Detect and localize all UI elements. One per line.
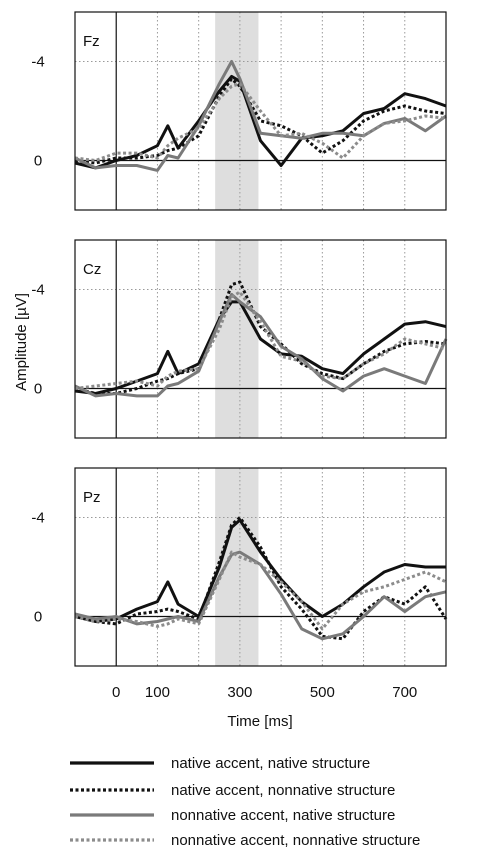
y-tick-label: 0 <box>34 609 42 626</box>
x-tick-label: 0 <box>112 684 120 701</box>
panel-label: Cz <box>83 261 101 278</box>
series-line <box>74 82 447 162</box>
series-line <box>74 518 446 623</box>
series-line <box>74 290 447 390</box>
legend-label: native accent, native structure <box>171 755 370 772</box>
series-line <box>74 77 447 165</box>
x-tick-label: 700 <box>392 684 417 701</box>
panels: Fz 0 -4 Cz 0 -4 Pz 0 -4 <box>31 11 448 667</box>
panel-label: Pz <box>83 489 101 506</box>
highlight-window <box>215 240 259 438</box>
panel-fz: Fz 0 -4 <box>31 11 447 211</box>
x-tick-label: 300 <box>227 684 252 701</box>
y-tick-label: -4 <box>31 282 44 299</box>
highlight-window <box>215 468 259 666</box>
x-tick-label: 100 <box>145 684 170 701</box>
y-tick-label: 0 <box>34 153 42 170</box>
series-line <box>74 292 448 398</box>
y-tick-label: -4 <box>31 54 44 71</box>
y-axis-title: Amplitude [µV] <box>13 293 30 391</box>
panel-frame <box>74 467 447 667</box>
series-line <box>74 280 447 395</box>
y-tick-label: 0 <box>34 381 42 398</box>
series-line <box>74 550 447 631</box>
panel-label: Fz <box>83 33 100 50</box>
x-tick-label: 500 <box>310 684 335 701</box>
panel-frame <box>74 239 447 439</box>
x-axis: 0 100 300 500 700 <box>112 684 417 701</box>
panel-pz: Pz 0 -4 <box>31 467 448 667</box>
legend-label: nonnative accent, nonnative structure <box>171 832 420 849</box>
y-tick-label: -4 <box>31 510 44 527</box>
x-axis-title: Time [ms] <box>227 713 292 730</box>
legend-label: nonnative accent, native structure <box>171 807 395 824</box>
panel-cz: Cz 0 -4 <box>31 239 448 439</box>
legend: native accent, native structure native ac… <box>70 755 420 849</box>
series-line <box>74 550 447 641</box>
legend-label: native accent, nonnative structure <box>171 782 395 799</box>
panel-frame <box>74 11 447 211</box>
